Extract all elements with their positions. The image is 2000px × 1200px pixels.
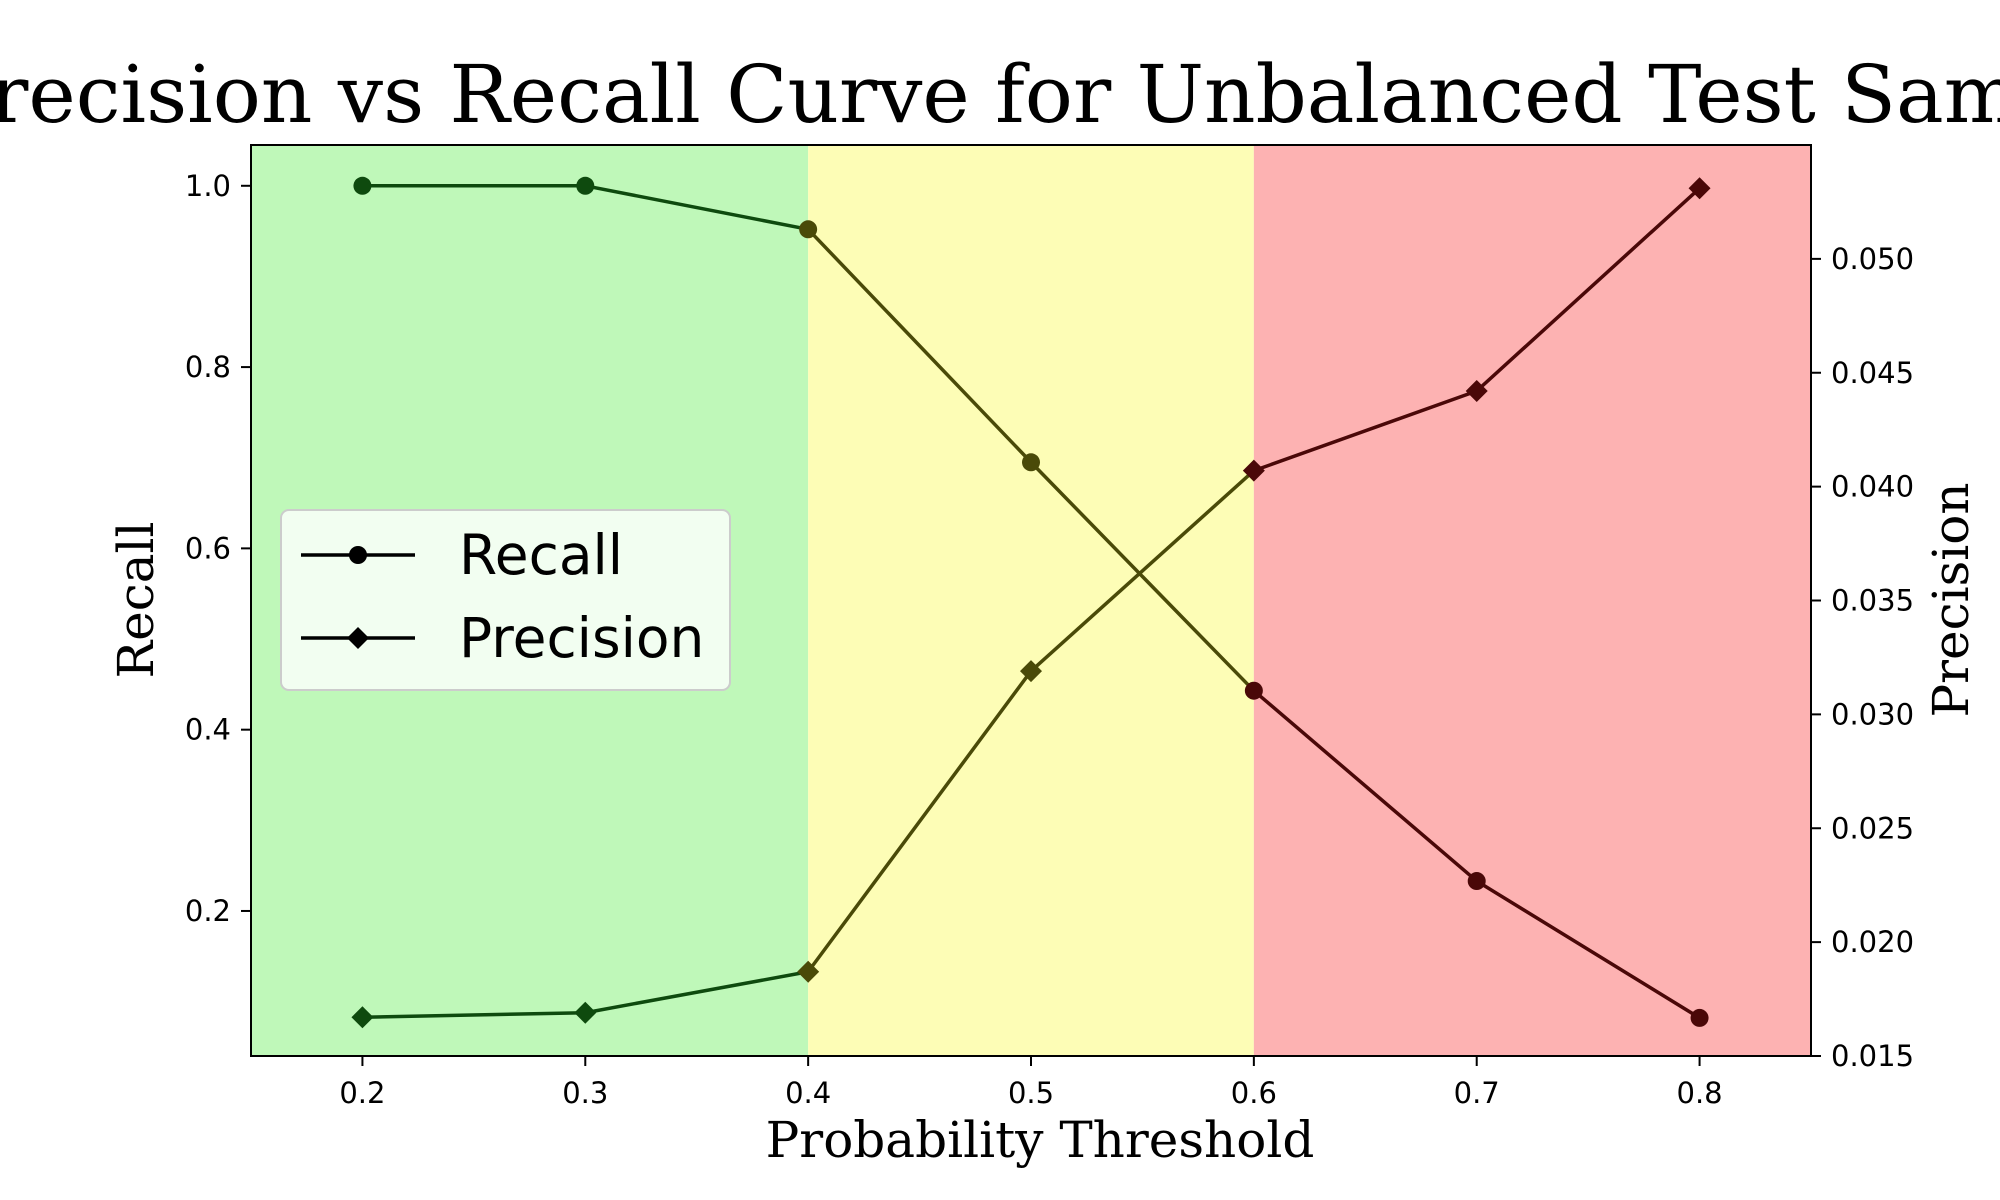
precision-point: [1242, 459, 1265, 482]
y-left-tick-label: 0.2: [185, 894, 231, 928]
precision-point: [797, 960, 820, 983]
recall-point: [576, 176, 595, 195]
precision-point: [1465, 379, 1488, 402]
x-tick-label: 0.8: [1677, 1076, 1723, 1110]
y-left-tick-label: 0.4: [185, 713, 231, 747]
chart-title: Precision vs Recall Curve for Unbalanced…: [0, 48, 2000, 141]
legend-marker-circle: [349, 546, 367, 564]
x-tick-label: 0.7: [1454, 1076, 1500, 1110]
precision-line-segment: [1029, 468, 1256, 673]
precision-line-segment: [1474, 186, 1702, 393]
x-tick-label: 0.2: [339, 1076, 385, 1110]
region-1: [808, 145, 1254, 1056]
series-markers: [351, 176, 1711, 1029]
recall-line-segment: [1252, 688, 1479, 883]
recall-line-segment: [806, 227, 1033, 465]
x-axis-label: Probability Threshold: [766, 1111, 1315, 1169]
region-2: [1253, 145, 1811, 1056]
legend-label-precision: Precision: [459, 606, 704, 670]
y-left-tick-label: 0.6: [185, 531, 231, 565]
precision-line-segment: [806, 669, 1033, 974]
x-axis: 0.2 0.3 0.4 0.5 0.6 0.7 0.8: [339, 1056, 1723, 1110]
y-left-tick-label: 0.8: [185, 350, 231, 384]
background-regions: [251, 145, 1811, 1056]
x-tick-label: 0.6: [1231, 1076, 1277, 1110]
series-lines: [360, 184, 1702, 1020]
recall-point: [799, 220, 818, 239]
recall-line-segment: [1474, 879, 1702, 1020]
y-axis-right-label: Precision: [1922, 482, 1980, 717]
precision-point: [351, 1006, 374, 1029]
precision-point: [1020, 660, 1042, 683]
y-axis-right: 0.015 0.020 0.025 0.030 0.035 0.040 0.045 0.050: [1811, 242, 1914, 1073]
y-right-tick-label: 0.015: [1831, 1039, 1914, 1073]
precision-line-segment: [583, 969, 810, 1015]
y-axis-left-label: Recall: [107, 521, 165, 678]
recall-line-segment: [1029, 460, 1256, 693]
y-left-tick-label: 1.0: [185, 169, 231, 203]
legend-label-recall: Recall: [459, 523, 623, 587]
precision-line-segment: [1252, 389, 1479, 473]
recall-point: [1690, 1008, 1709, 1027]
recall-line-segment: [583, 184, 810, 232]
y-right-tick-label: 0.020: [1831, 925, 1914, 959]
y-right-tick-label: 0.030: [1831, 697, 1914, 731]
recall-point: [1244, 681, 1263, 700]
x-tick-label: 0.5: [1008, 1076, 1054, 1110]
legend: Recall Precision: [280, 509, 731, 691]
x-tick-label: 0.4: [785, 1076, 831, 1110]
y-right-tick-label: 0.040: [1831, 470, 1914, 504]
precision-point: [574, 1001, 597, 1024]
precision-line-segment: [360, 1010, 588, 1020]
recall-point: [1022, 453, 1040, 472]
recall-point: [1467, 872, 1486, 891]
recall-point: [353, 176, 372, 195]
y-right-tick-label: 0.045: [1831, 356, 1914, 390]
x-tick-label: 0.3: [562, 1076, 608, 1110]
y-right-tick-label: 0.025: [1831, 811, 1914, 845]
legend-marker-diamond: [347, 627, 369, 649]
y-right-tick-label: 0.050: [1831, 242, 1914, 276]
y-axis-left: 0.2 0.4 0.6 0.8 1.0: [185, 169, 251, 928]
precision-point: [1688, 177, 1711, 200]
y-right-tick-label: 0.035: [1831, 584, 1914, 618]
